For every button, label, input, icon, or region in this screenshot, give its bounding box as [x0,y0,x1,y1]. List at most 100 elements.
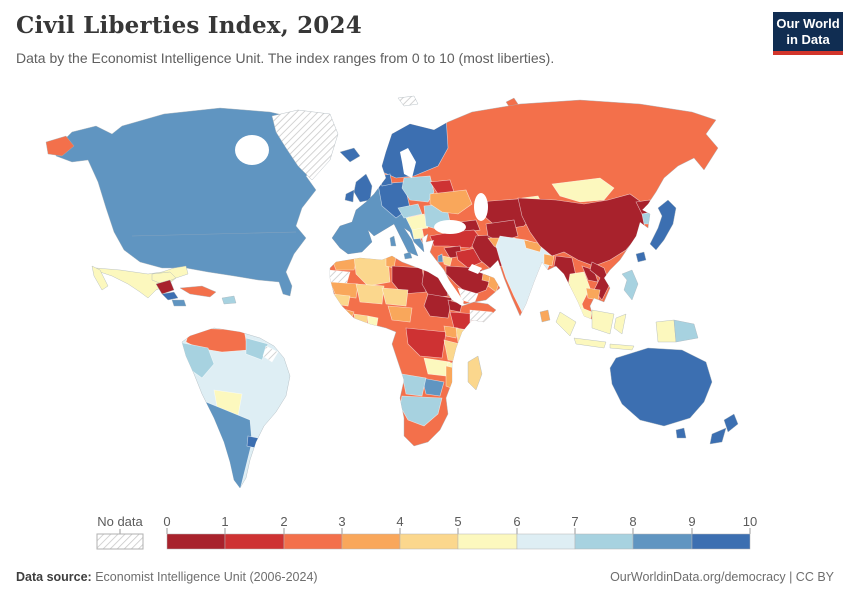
black-sea [434,220,466,234]
region-nicaragua[interactable] [155,279,175,295]
region-ukraine[interactable] [429,189,473,215]
region-uruguay[interactable] [246,435,259,449]
owid-logo-line1: Our World [776,16,840,31]
region-mali[interactable] [355,283,385,305]
region-niger[interactable] [381,287,409,307]
legend-swatch-2-3[interactable] [283,533,343,550]
region-indonesia-sulawesi[interactable] [613,313,627,335]
baltic-sea [400,148,416,178]
legend-tick-1: 1 [221,514,228,529]
color-legend: No data 0 1 2 3 4 5 6 7 8 9 10 [96,514,757,550]
legend-swatch-7-8[interactable] [574,533,634,550]
region-uganda[interactable] [443,325,459,339]
region-panama[interactable] [171,299,187,307]
legend-tick-6: 6 [513,514,520,529]
region-drc[interactable] [405,327,447,359]
region-uk[interactable] [353,173,373,203]
no-data-swatch[interactable] [96,533,144,550]
region-libya[interactable] [391,265,427,295]
region-mexico-baja[interactable] [91,265,109,291]
legend-tick-7: 7 [571,514,578,529]
region-new-zealand-south[interactable] [709,427,727,445]
legend-tick-10: 10 [743,514,757,529]
region-australia[interactable] [609,347,713,427]
region-israel[interactable] [437,253,444,263]
region-mauritania[interactable] [330,281,359,299]
region-south-korea[interactable] [641,211,655,225]
region-somalia[interactable] [469,309,496,331]
data-source-note: Data source: Economist Intelligence Unit… [16,570,318,584]
region-guyana-suriname[interactable] [245,337,269,361]
world-choropleth-map [45,95,739,489]
region-colombia[interactable] [176,341,215,379]
region-kenya[interactable] [455,327,475,347]
region-taiwan[interactable] [635,251,647,263]
legend-tick-8: 8 [629,514,636,529]
region-ivory-coast[interactable] [353,313,369,329]
region-czech-slovakia[interactable] [397,203,423,219]
region-svalbard[interactable] [397,95,419,107]
region-indonesia-sumatra[interactable] [555,311,577,337]
red-sea [434,266,464,305]
legend-tick-2: 2 [280,514,287,529]
region-philippines[interactable] [621,269,639,301]
region-sri-lanka[interactable] [539,309,551,323]
legend-tick-0: 0 [163,514,170,529]
owid-logo[interactable]: Our World in Data [773,12,843,55]
region-indonesia-java[interactable] [573,337,607,349]
region-namibia[interactable] [401,373,427,397]
hudson-bay [235,135,269,165]
legend-swatch-5-6[interactable] [457,533,518,550]
persian-gulf [468,264,482,274]
region-ecuador[interactable] [174,373,195,389]
region-indonesia-lesser-sunda[interactable] [609,343,635,351]
region-mongolia[interactable] [551,177,615,203]
region-tanzania[interactable] [443,339,469,363]
region-china[interactable] [517,193,649,267]
region-mozambique[interactable] [445,365,465,391]
region-albania-north-macedonia[interactable] [411,227,425,240]
region-cuba[interactable] [179,285,217,298]
legend-swatch-3-4[interactable] [341,533,401,550]
legend-swatch-0-1[interactable] [166,533,226,550]
region-botswana[interactable] [421,377,445,397]
region-west-papua[interactable] [655,319,677,343]
region-french-guiana[interactable] [262,345,279,363]
region-bangladesh[interactable] [543,253,555,267]
region-hungary-serbia[interactable] [405,213,429,231]
legend-swatch-1-2[interactable] [224,533,285,550]
region-ghana[interactable] [367,315,379,331]
region-greenland[interactable] [271,109,339,181]
page-subtitle: Data by the Economist Intelligence Unit.… [16,50,555,66]
region-madagascar[interactable] [467,355,483,391]
region-ireland[interactable] [344,189,355,203]
legend-swatch-9-10[interactable] [691,533,751,550]
legend-tick-4: 4 [396,514,403,529]
caspian-sea [474,193,488,221]
region-sudan[interactable] [423,293,453,319]
region-iraq[interactable] [455,247,483,269]
region-australia-tasmania[interactable] [675,427,687,439]
region-chukotka[interactable] [45,135,75,157]
legend-tick-9: 9 [688,514,695,529]
region-hispaniola[interactable] [221,295,237,305]
region-costa-rica[interactable] [161,291,179,301]
region-cambodia[interactable] [585,287,601,301]
legend-swatch-6-7[interactable] [516,533,576,550]
region-denmark[interactable] [379,173,393,187]
region-sicily-sardinia[interactable] [389,235,413,260]
footer-link[interactable]: OurWorldinData.org/democracy | CC BY [610,570,834,584]
region-japan[interactable] [649,199,677,251]
region-indonesia-borneo[interactable] [591,309,615,335]
legend-tick-3: 3 [338,514,345,529]
region-senegal[interactable] [331,293,351,307]
region-nigeria[interactable] [387,305,413,323]
region-new-zealand-north[interactable] [723,413,739,433]
region-poland-baltics[interactable] [401,175,435,203]
region-papua-new-guinea[interactable] [673,319,699,343]
page-title: Civil Liberties Index, 2024 [16,12,362,39]
legend-swatch-4-5[interactable] [399,533,459,550]
region-iceland[interactable] [339,147,361,163]
us-canada-border [131,231,297,237]
legend-swatch-8-9[interactable] [632,533,693,550]
